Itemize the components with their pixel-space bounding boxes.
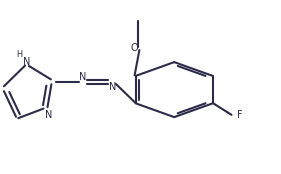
Text: N: N bbox=[109, 82, 116, 92]
Text: O: O bbox=[130, 43, 138, 53]
Text: N: N bbox=[45, 110, 52, 120]
Text: N: N bbox=[79, 72, 87, 82]
Text: H: H bbox=[16, 50, 22, 59]
Text: F: F bbox=[237, 110, 243, 120]
Text: N: N bbox=[23, 57, 30, 67]
